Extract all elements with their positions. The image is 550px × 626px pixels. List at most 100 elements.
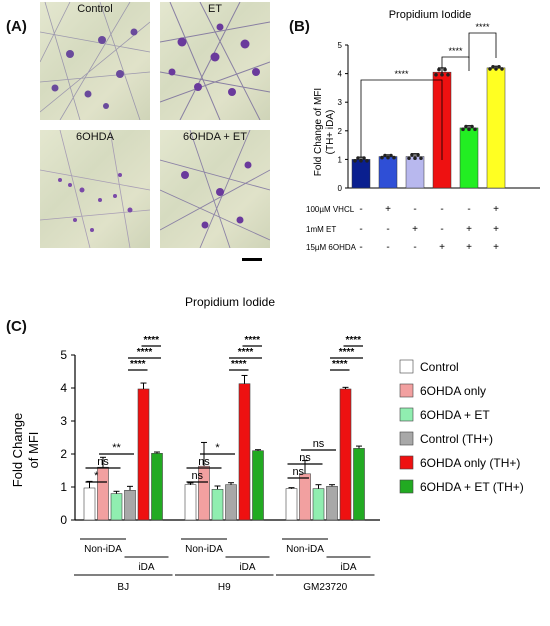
treatment-mark: + bbox=[466, 224, 472, 235]
significance-bracket bbox=[441, 56, 470, 71]
chart-c-bars bbox=[83, 374, 365, 521]
chart-b-significance: **** **** **** bbox=[360, 22, 497, 160]
significance-label: ns bbox=[313, 438, 325, 450]
bar bbox=[486, 67, 506, 189]
data-point bbox=[446, 72, 450, 77]
significance-label: **** bbox=[345, 335, 361, 346]
significance-label: **** bbox=[339, 347, 355, 358]
significance-label: ns bbox=[292, 466, 304, 478]
neuron-texture-icon bbox=[160, 130, 270, 248]
bar bbox=[184, 484, 197, 521]
treatment-label: 15µM 6OHDA bbox=[306, 243, 357, 252]
neuron-texture-icon bbox=[160, 2, 270, 120]
treatment-mark: + bbox=[439, 242, 445, 253]
data-point bbox=[434, 72, 438, 77]
chart-c-legend: Control 6OHDA only 6OHDA + ET Control (TH+)… bbox=[399, 359, 524, 494]
significance-label: **** bbox=[231, 359, 247, 370]
significance-label: ** bbox=[112, 442, 121, 454]
y-tick-label: 3 bbox=[338, 98, 343, 107]
treatment-mark: - bbox=[359, 204, 362, 215]
bar bbox=[110, 493, 123, 521]
significance-label: * bbox=[215, 442, 220, 454]
bar bbox=[198, 465, 210, 521]
scale-bar bbox=[242, 258, 262, 261]
micrograph-control: Control bbox=[40, 2, 150, 120]
data-point bbox=[464, 124, 468, 129]
group-label: BJ bbox=[117, 582, 129, 593]
data-point bbox=[491, 65, 495, 69]
significance-label: **** bbox=[130, 359, 146, 370]
chart-b-bars bbox=[351, 65, 506, 189]
significance-bracket bbox=[468, 32, 497, 58]
data-point bbox=[380, 155, 384, 160]
legend-swatch bbox=[399, 407, 414, 422]
treatment-mark: - bbox=[440, 204, 443, 215]
bar bbox=[339, 388, 352, 521]
bar bbox=[351, 159, 371, 189]
group-label: GM23720 bbox=[303, 582, 347, 593]
micrograph-caption: 6OHDA bbox=[76, 131, 114, 143]
data-point bbox=[383, 153, 387, 158]
legend-label: 6OHDA only (TH+) bbox=[420, 456, 520, 470]
treatment-label: 100µM VHCL bbox=[306, 205, 355, 214]
bar bbox=[124, 490, 136, 521]
data-point bbox=[437, 67, 441, 72]
significance-label: **** bbox=[244, 335, 260, 346]
y-tick-label: 2 bbox=[338, 127, 343, 136]
data-point bbox=[443, 67, 447, 72]
legend-swatch bbox=[399, 479, 414, 494]
chart-b-ylabel-line2: (TH+ iDA) bbox=[325, 110, 336, 155]
treatment-mark: - bbox=[359, 242, 362, 253]
y-tick-label: 1 bbox=[60, 480, 67, 494]
chart-c-ylabel-line1: Fold Change bbox=[10, 413, 25, 487]
data-point bbox=[353, 158, 357, 163]
treatment-mark: - bbox=[440, 224, 443, 235]
y-tick-label: 2 bbox=[60, 447, 67, 461]
data-point bbox=[494, 67, 498, 71]
data-point bbox=[413, 156, 417, 161]
bar bbox=[97, 466, 109, 521]
treatment-mark: - bbox=[413, 204, 416, 215]
significance-label: **** bbox=[394, 69, 409, 79]
bar bbox=[312, 488, 325, 521]
bar bbox=[405, 156, 425, 189]
chart-c-significance: *ns**************nsns*************nsnsns… bbox=[85, 335, 363, 483]
treatment-mark: + bbox=[493, 242, 499, 253]
data-point bbox=[365, 158, 369, 163]
legend-swatch bbox=[399, 455, 414, 470]
chart-b-ylabel-line1: Fold Change of MFI bbox=[313, 88, 324, 176]
data-point bbox=[470, 124, 474, 129]
treatment-mark: - bbox=[386, 224, 389, 235]
chart-c-ylabel-line2: of MFI bbox=[26, 432, 41, 469]
group-label: H9 bbox=[218, 582, 231, 593]
bar bbox=[378, 156, 398, 189]
legend-label: Control bbox=[420, 360, 459, 374]
treatment-mark: + bbox=[412, 224, 418, 235]
data-point bbox=[410, 153, 414, 157]
chart-b: Propidium Iodide Fold Change of MFI (TH+… bbox=[306, 9, 540, 253]
bar bbox=[285, 488, 298, 521]
significance-label: **** bbox=[332, 359, 348, 370]
treatment-mark: + bbox=[493, 224, 499, 235]
bar bbox=[459, 127, 479, 189]
significance-label: **** bbox=[143, 335, 159, 346]
micrograph-caption: Control bbox=[77, 3, 113, 15]
data-point bbox=[419, 156, 423, 161]
y-tick-label: 4 bbox=[338, 70, 343, 79]
legend-label: Control (TH+) bbox=[420, 432, 493, 446]
significance-label: **** bbox=[238, 347, 254, 358]
data-point bbox=[359, 158, 363, 163]
significance-label: ns bbox=[299, 452, 311, 464]
significance-label: ns bbox=[191, 470, 203, 482]
chart-b-title: Propidium Iodide bbox=[389, 9, 472, 21]
bar bbox=[225, 484, 237, 521]
data-point bbox=[416, 153, 420, 157]
data-point bbox=[488, 67, 492, 71]
bar bbox=[238, 383, 251, 521]
y-tick-label: 0 bbox=[60, 513, 67, 527]
data-point bbox=[392, 155, 396, 160]
legend-label: 6OHDA only bbox=[420, 384, 486, 398]
treatment-mark: - bbox=[467, 204, 470, 215]
legend-swatch bbox=[399, 383, 414, 398]
chart-c: Propidium Iodide Fold Change of MFI 0 1 2 3… bbox=[10, 295, 524, 593]
